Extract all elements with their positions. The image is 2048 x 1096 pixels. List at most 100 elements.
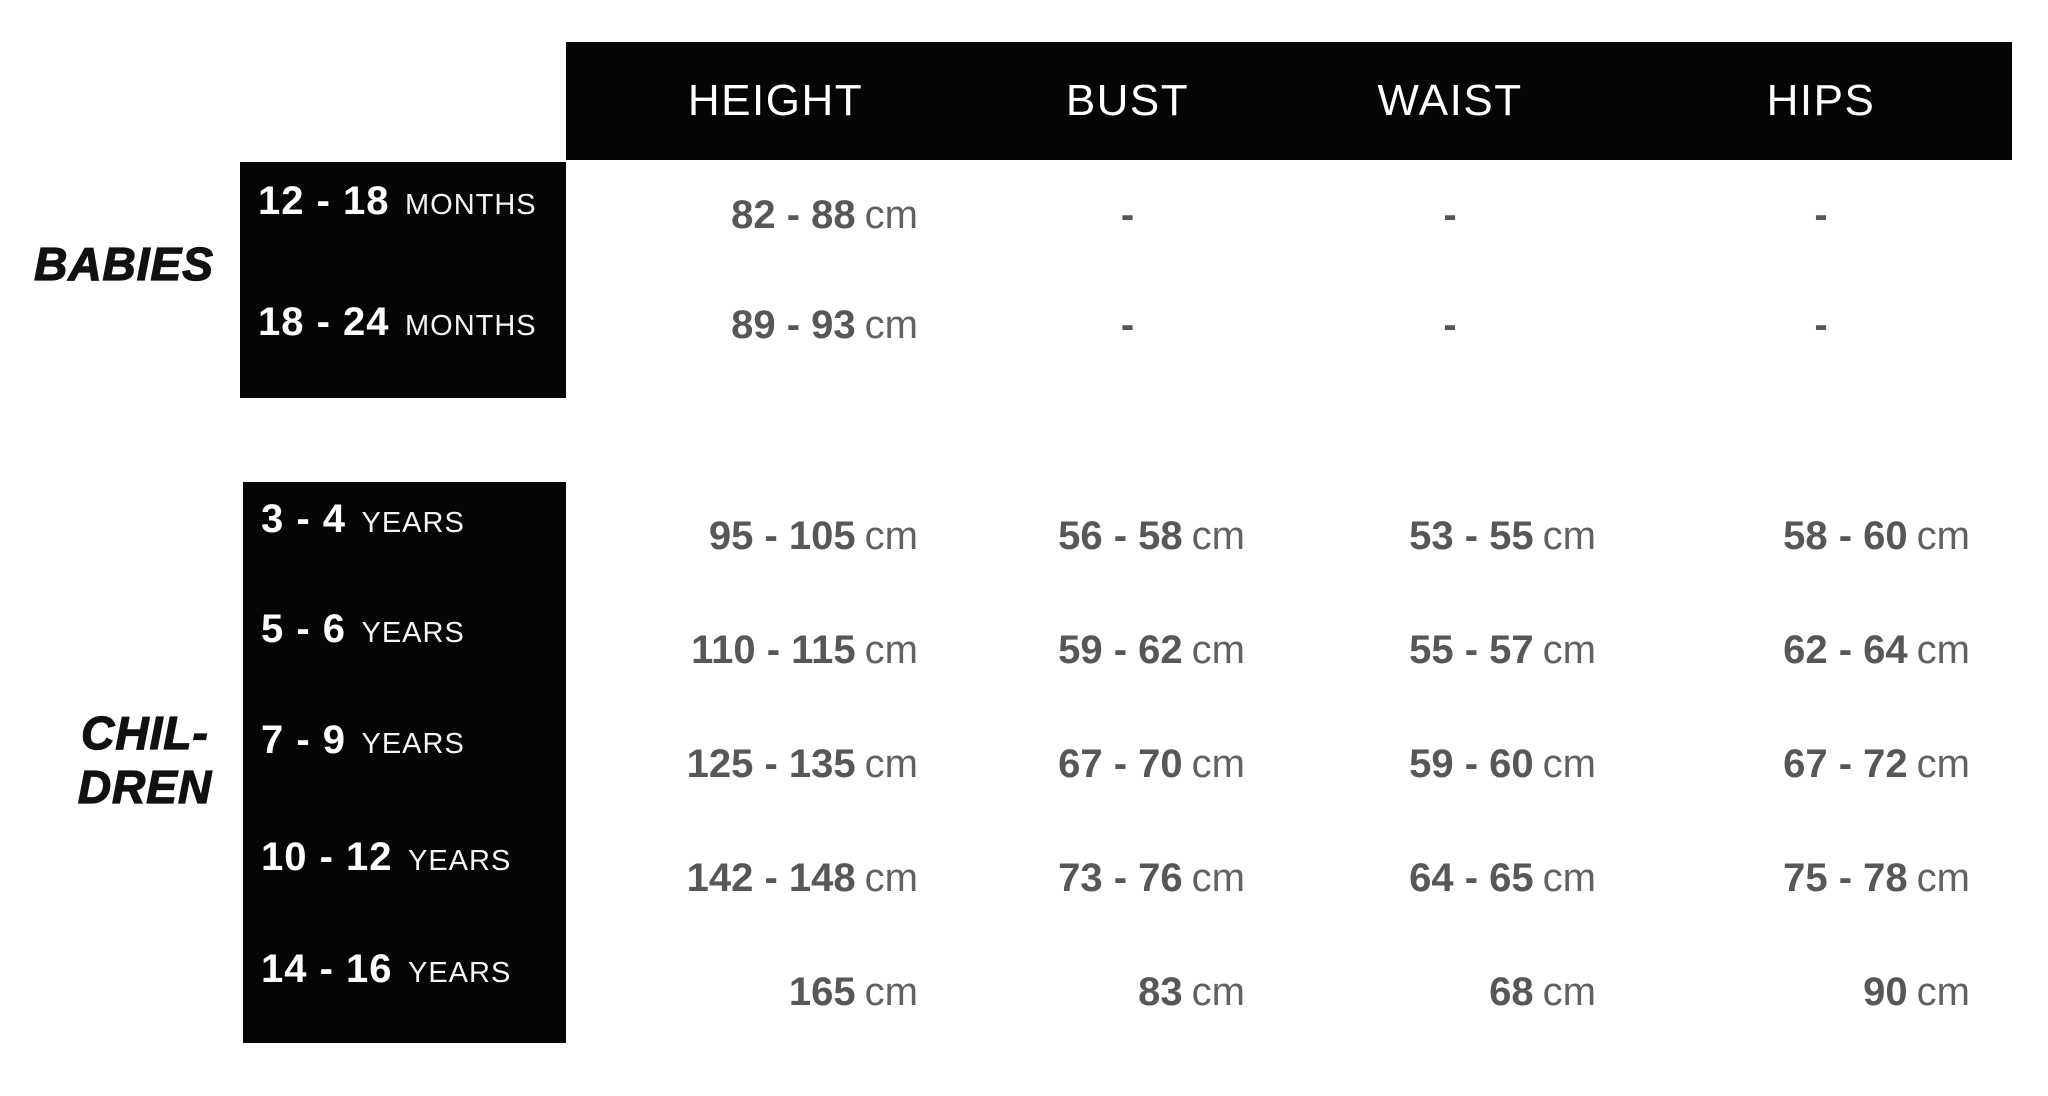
cell-waist: 68 cm bbox=[1270, 935, 1630, 1049]
cell-bust: 73 - 76 cm bbox=[985, 821, 1270, 935]
cell-waist: 59 - 60 cm bbox=[1270, 707, 1630, 821]
cell-hips: 90 cm bbox=[1630, 935, 2012, 1049]
cell-hips: - bbox=[1630, 160, 2012, 270]
cell-value: - bbox=[1814, 192, 1828, 237]
size-unit: YEARS bbox=[407, 957, 512, 989]
cell-unit: cm bbox=[1916, 969, 1970, 1014]
cell-value: 53 - 55 bbox=[1409, 513, 1534, 558]
cell-unit: cm bbox=[1191, 741, 1245, 786]
cell-unit: cm bbox=[1916, 855, 1970, 900]
cell-unit: cm bbox=[1542, 627, 1596, 672]
size-label-5-6-years: 5 - 6 YEARS bbox=[261, 606, 465, 661]
cell-waist: - bbox=[1270, 160, 1630, 270]
table-row: 82 - 88 cm - - - bbox=[566, 160, 2012, 270]
size-range: 3 - 4 bbox=[261, 497, 347, 541]
table-row: 142 - 148 cm 73 - 76 cm 64 - 65 cm 75 - … bbox=[566, 821, 2012, 935]
column-header-height: HEIGHT bbox=[687, 76, 864, 125]
cell-unit: cm bbox=[1916, 513, 1970, 558]
size-label-12-18-months: 12 - 18 MONTHS bbox=[258, 178, 537, 233]
cell-height: 142 - 148 cm bbox=[566, 821, 985, 935]
cell-value: 67 - 70 bbox=[1058, 741, 1183, 786]
cell-unit: cm bbox=[864, 855, 918, 900]
table-row: 110 - 115 cm 59 - 62 cm 55 - 57 cm 62 - … bbox=[566, 593, 2012, 707]
cell-value: - bbox=[1814, 302, 1828, 347]
section-label-children-line1: CHIL- bbox=[81, 706, 209, 759]
children-size-box: 3 - 4 YEARS 5 - 6 YEARS 7 - 9 YEARS 10 -… bbox=[243, 482, 566, 1043]
cell-value: 55 - 57 bbox=[1409, 627, 1534, 672]
table-row: 165 cm 83 cm 68 cm 90 cm bbox=[566, 935, 2012, 1049]
column-header-hips: HIPS bbox=[1766, 76, 1876, 125]
size-unit: YEARS bbox=[361, 617, 465, 649]
cell-height: 125 - 135 cm bbox=[566, 707, 985, 821]
cell-unit: cm bbox=[864, 513, 918, 558]
size-unit: YEARS bbox=[361, 507, 465, 539]
cell-unit: cm bbox=[1542, 855, 1596, 900]
cell-bust: 67 - 70 cm bbox=[985, 707, 1270, 821]
babies-values: 82 - 88 cm - - - 89 - 93 cm - bbox=[566, 160, 2012, 380]
cell-value: - bbox=[1120, 192, 1135, 237]
cell-value: 59 - 62 bbox=[1058, 627, 1183, 672]
cell-value: 83 bbox=[1138, 969, 1183, 1014]
cell-value: 64 - 65 bbox=[1409, 855, 1534, 900]
cell-value: 75 - 78 bbox=[1783, 855, 1908, 900]
table-row: 95 - 105 cm 56 - 58 cm 53 - 55 cm 58 - 6… bbox=[566, 479, 2012, 593]
children-values: 95 - 105 cm 56 - 58 cm 53 - 55 cm 58 - 6… bbox=[566, 479, 2012, 1049]
cell-value: 62 - 64 bbox=[1783, 627, 1908, 672]
cell-hips: 58 - 60 cm bbox=[1630, 479, 2012, 593]
cell-unit: cm bbox=[1916, 741, 1970, 786]
cell-value: 89 - 93 bbox=[731, 302, 856, 347]
cell-hips: 75 - 78 cm bbox=[1630, 821, 2012, 935]
cell-height: 95 - 105 cm bbox=[566, 479, 985, 593]
cell-height: 110 - 115 cm bbox=[566, 593, 985, 707]
column-header-bust: BUST bbox=[1065, 76, 1190, 125]
cell-value: 90 bbox=[1863, 969, 1908, 1014]
size-unit: MONTHS bbox=[404, 310, 537, 342]
table-row: 89 - 93 cm - - - bbox=[566, 270, 2012, 380]
cell-unit: cm bbox=[1191, 627, 1245, 672]
cell-value: 165 bbox=[788, 969, 856, 1014]
cell-bust: 59 - 62 cm bbox=[985, 593, 1270, 707]
cell-value: 142 - 148 bbox=[686, 855, 856, 900]
size-label-3-4-years: 3 - 4 YEARS bbox=[261, 496, 465, 551]
cell-unit: cm bbox=[1542, 741, 1596, 786]
size-label-18-24-months: 18 - 24 MONTHS bbox=[258, 299, 537, 354]
cell-unit: cm bbox=[1542, 969, 1596, 1014]
column-header-waist: WAIST bbox=[1377, 76, 1523, 125]
cell-unit: cm bbox=[1191, 855, 1245, 900]
size-label-7-9-years: 7 - 9 YEARS bbox=[261, 717, 465, 772]
cell-height: 82 - 88 cm bbox=[566, 160, 985, 270]
cell-unit: cm bbox=[864, 302, 918, 347]
cell-height: 165 cm bbox=[566, 935, 985, 1049]
cell-waist: - bbox=[1270, 270, 1630, 380]
cell-unit: cm bbox=[864, 192, 918, 237]
cell-value: 67 - 72 bbox=[1783, 741, 1908, 786]
cell-value: 110 - 115 bbox=[691, 627, 856, 672]
size-unit: MONTHS bbox=[404, 189, 537, 221]
size-unit: YEARS bbox=[407, 845, 512, 877]
cell-bust: 56 - 58 cm bbox=[985, 479, 1270, 593]
size-range: 14 - 16 bbox=[261, 947, 393, 991]
cell-hips: 62 - 64 cm bbox=[1630, 593, 2012, 707]
table-row: 125 - 135 cm 67 - 70 cm 59 - 60 cm 67 - … bbox=[566, 707, 2012, 821]
cell-bust: - bbox=[985, 160, 1270, 270]
cell-unit: cm bbox=[864, 969, 918, 1014]
cell-waist: 64 - 65 cm bbox=[1270, 821, 1630, 935]
cell-value: 95 - 105 bbox=[708, 513, 856, 558]
cell-unit: cm bbox=[1191, 969, 1245, 1014]
cell-value: - bbox=[1120, 302, 1135, 347]
size-range: 10 - 12 bbox=[261, 835, 393, 879]
cell-waist: 55 - 57 cm bbox=[1270, 593, 1630, 707]
section-label-children-line2: DREN bbox=[77, 760, 213, 813]
size-range: 5 - 6 bbox=[261, 607, 347, 651]
cell-unit: cm bbox=[864, 627, 918, 672]
cell-unit: cm bbox=[864, 741, 918, 786]
size-range: 12 - 18 bbox=[258, 179, 390, 223]
cell-value: - bbox=[1443, 192, 1457, 237]
size-label-14-16-years: 14 - 16 YEARS bbox=[261, 946, 511, 1001]
size-range: 7 - 9 bbox=[261, 718, 347, 762]
cell-hips: - bbox=[1630, 270, 2012, 380]
section-label-children: CHIL- DREN bbox=[45, 706, 245, 814]
cell-bust: 83 cm bbox=[985, 935, 1270, 1049]
cell-value: 82 - 88 bbox=[731, 192, 856, 237]
